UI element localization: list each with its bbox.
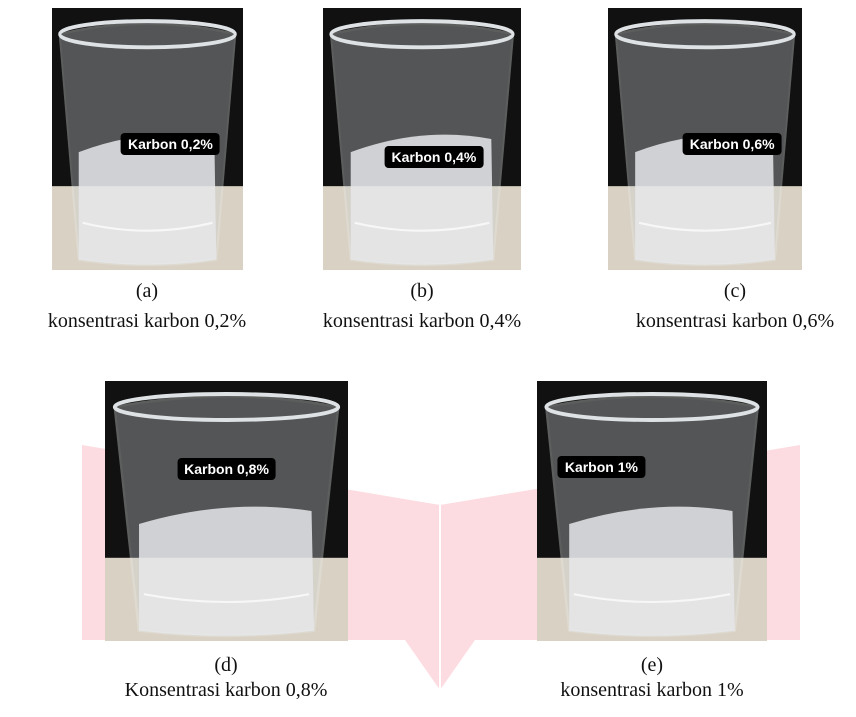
photo-label: Karbon 0,6% (682, 133, 782, 156)
panel-caption: Konsentrasi karbon 0,8% (124, 679, 328, 701)
panel-letter: (e) (640, 654, 664, 676)
photo: Karbon 0,8% (105, 381, 348, 641)
photo: Karbon 1% (537, 381, 767, 641)
photo-label: Karbon 0,4% (384, 146, 484, 169)
panel-letter: (c) (723, 280, 747, 302)
photo-label: Karbon 1% (557, 455, 645, 478)
panel-letter: (a) (135, 280, 159, 302)
photo-label: Karbon 0,8% (177, 458, 276, 481)
panel-caption: konsentrasi karbon 1% (560, 679, 744, 701)
panel-letter: (d) (214, 654, 238, 676)
photo: Karbon 0,4% (323, 8, 521, 270)
photo: Karbon 0,2% (52, 8, 243, 270)
panel-letter: (b) (410, 280, 434, 302)
panel-caption: konsentrasi karbon 0,2% (47, 310, 247, 332)
photo-label: Karbon 0,2% (121, 133, 220, 156)
photo: Karbon 0,6% (608, 8, 802, 270)
panel-caption: konsentrasi karbon 0,6% (635, 310, 835, 332)
panel-caption: konsentrasi karbon 0,4% (322, 310, 522, 332)
